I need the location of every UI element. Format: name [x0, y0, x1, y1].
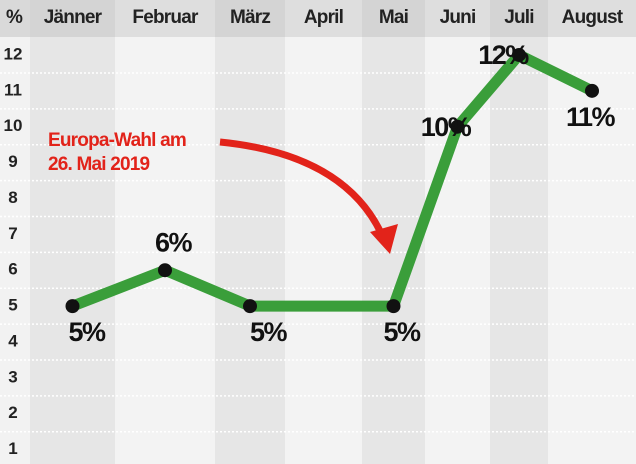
y-tick-label: 5	[8, 296, 17, 315]
header-cell	[30, 0, 115, 37]
y-tick-label: 1	[8, 439, 17, 458]
header-cell	[362, 0, 425, 37]
data-point	[386, 299, 401, 314]
data-point	[585, 83, 599, 98]
y-tick-label: 3	[8, 367, 17, 386]
data-point	[158, 263, 172, 278]
y-tick-label: 2	[8, 403, 17, 422]
y-tick-label: 10	[4, 116, 23, 135]
plot: 5% 6% 5% 5% 10% 12% 11%	[65, 40, 617, 347]
y-tick-label: 7	[8, 224, 17, 243]
y-tick-label: 9	[8, 152, 17, 171]
value-label: 5%	[68, 317, 106, 347]
y-tick-label: 8	[8, 188, 17, 207]
y-axis-label: %	[6, 7, 23, 28]
data-point	[65, 299, 80, 314]
y-tick-label: 4	[8, 331, 18, 350]
header-cell	[490, 0, 548, 37]
annotation-arrow	[219, 138, 389, 244]
value-label: 10%	[421, 112, 472, 142]
header-cell	[548, 0, 636, 37]
header-cell	[215, 0, 285, 37]
annotation: 26. Mai 2019	[48, 154, 150, 175]
annotation-arrowhead	[370, 224, 398, 254]
header-cell	[425, 0, 490, 37]
axis-column	[0, 37, 30, 464]
x-tick-label: Jänner	[44, 7, 103, 28]
x-tick-label: Juni	[440, 7, 476, 28]
y-tick-label: 11	[4, 80, 22, 99]
data-point	[243, 299, 257, 314]
value-label: 6%	[155, 227, 193, 257]
header-cell	[115, 0, 215, 37]
x-tick-label: März	[230, 7, 270, 28]
column-band	[285, 37, 362, 464]
column-band	[490, 37, 548, 464]
column-band	[30, 37, 115, 464]
value-label: 5%	[250, 317, 288, 347]
x-tick-label: Juli	[504, 7, 534, 28]
column-band	[215, 37, 285, 464]
x-tick-label: Februar	[132, 7, 199, 28]
annotation: Europa-Wahl am	[48, 130, 186, 151]
value-label: 12%	[478, 40, 529, 70]
y-tick-label: 12	[4, 44, 23, 63]
x-tick-label: April	[304, 7, 343, 28]
value-label: 11%	[566, 102, 616, 132]
y-tick-label: 6	[8, 260, 17, 279]
data-point	[450, 119, 465, 134]
value-label: 5%	[383, 317, 421, 347]
x-tick-label: August	[562, 7, 624, 28]
header-cell	[285, 0, 362, 37]
x-tick-label: Mai	[379, 7, 408, 28]
data-point	[512, 47, 526, 62]
